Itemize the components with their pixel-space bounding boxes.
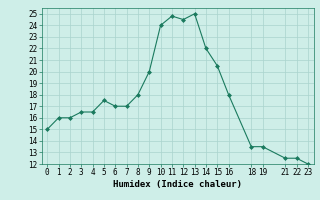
X-axis label: Humidex (Indice chaleur): Humidex (Indice chaleur) (113, 180, 242, 189)
